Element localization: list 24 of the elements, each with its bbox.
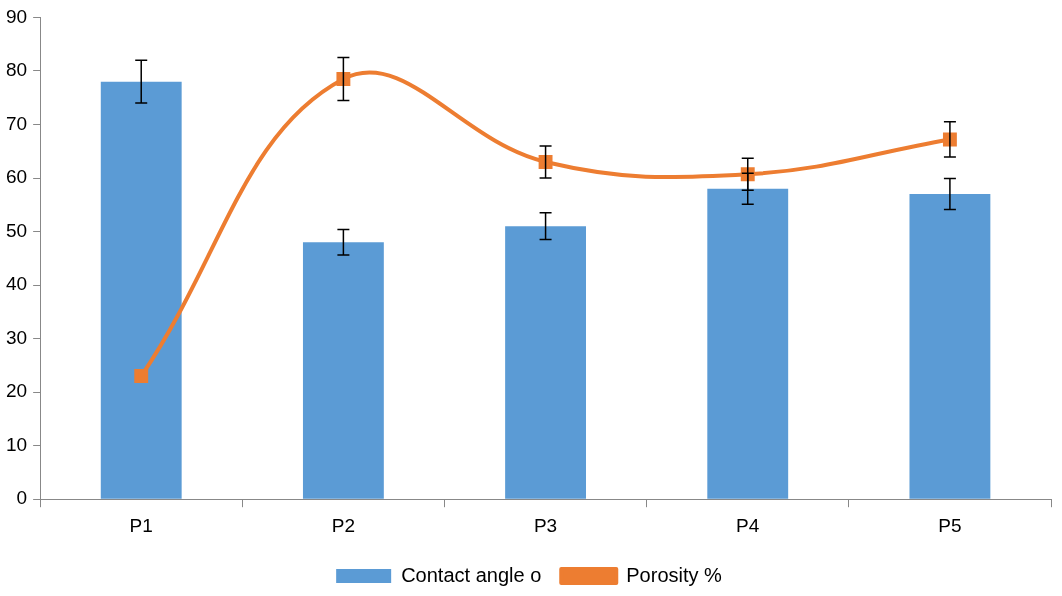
x-tick-label: P3 [533, 514, 558, 536]
bar [302, 242, 384, 499]
x-tick-label: P4 [736, 514, 760, 536]
bar [707, 188, 789, 499]
y-tick-label: 30 [5, 326, 28, 348]
legend-label: Porosity % [626, 563, 723, 586]
point [134, 369, 149, 384]
legend-label: Contact angle o [401, 563, 542, 586]
y-tick-label: 20 [5, 380, 28, 402]
y-tick-label: 50 [5, 219, 28, 241]
bar [100, 81, 182, 499]
y-tick-label: 10 [5, 433, 28, 455]
x-tick-label: P2 [331, 514, 356, 536]
bar [909, 194, 991, 499]
y-tick-label: 90 [5, 5, 28, 27]
point [336, 72, 351, 86]
y-tick-label: 0 [16, 487, 28, 509]
x-tick-label: P5 [938, 514, 962, 536]
y-tick-label: 60 [5, 166, 28, 188]
y-tick-label: 40 [5, 273, 28, 295]
x-tick-label: P1 [129, 514, 153, 536]
y-tick-label: 70 [5, 112, 28, 134]
bar [505, 226, 586, 499]
y-tick-label: 80 [5, 59, 28, 81]
